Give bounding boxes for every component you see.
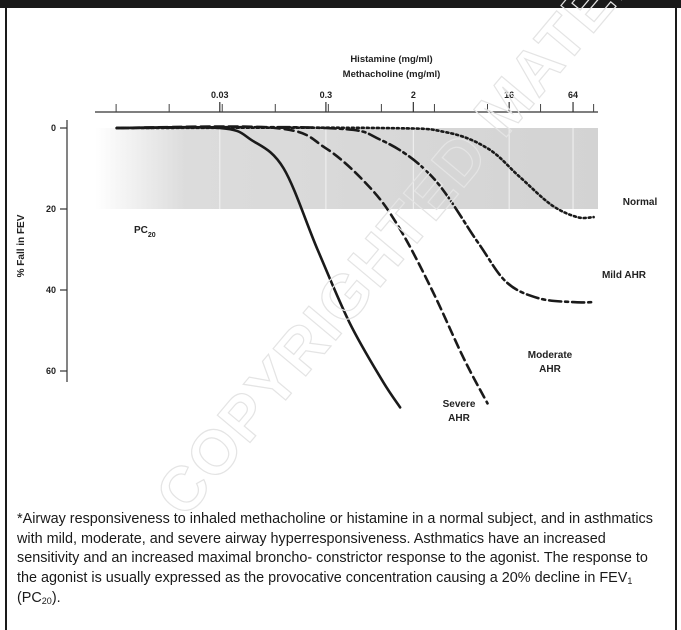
caption-text: *Airway responsiveness to inhaled methac… xyxy=(17,511,653,586)
caption-sub-1: 1 xyxy=(627,575,633,586)
x-axis-label-histamine: Histamine (mg/ml) xyxy=(350,54,432,65)
y-axis-label: % Fall in FEV xyxy=(16,214,27,277)
figure-frame xyxy=(5,8,677,630)
series-severe-ahr xyxy=(115,125,402,409)
x-tick-label: 0.3 xyxy=(320,90,333,100)
y-tick-label: 0 xyxy=(51,123,56,133)
x-tick-label: 0.03 xyxy=(211,90,229,100)
chart: 0.03 0.3 2 16 64 Histamine (mg/ml) Methacholin… xyxy=(16,54,658,424)
pc20-band xyxy=(95,128,598,209)
series-moderate-ahr xyxy=(115,125,489,405)
pc20-label: PC20 xyxy=(134,225,156,239)
pc20-label-sub: 20 xyxy=(148,232,156,239)
x-axis-label-methacholine: Methacholine (mg/ml) xyxy=(343,69,441,80)
top-border xyxy=(0,0,681,8)
caption-text-middle: (PC xyxy=(17,590,42,607)
series-label-moderate-ahr: AHR xyxy=(539,364,561,375)
series-label-severe-ahr: AHR xyxy=(448,413,470,424)
series-mild-ahr xyxy=(115,125,595,304)
x-tick-label: 16 xyxy=(504,90,514,100)
series-label-mild-ahr: Mild AHR xyxy=(602,270,647,281)
series-label-severe-ahr: Severe xyxy=(443,399,476,410)
y-tick-label: 60 xyxy=(46,366,56,376)
caption-text-end: ). xyxy=(51,590,61,607)
figure-caption: *Airway responsiveness to inhaled methac… xyxy=(17,510,667,610)
y-tick-label: 20 xyxy=(46,204,56,214)
x-tick-label: 64 xyxy=(568,90,578,100)
y-tick-label: 40 xyxy=(46,285,56,295)
caption-sub-20: 20 xyxy=(41,596,52,607)
x-tick-label: 2 xyxy=(411,90,416,100)
series-label-normal: Normal xyxy=(623,197,658,208)
series-label-moderate-ahr: Moderate xyxy=(528,350,573,361)
